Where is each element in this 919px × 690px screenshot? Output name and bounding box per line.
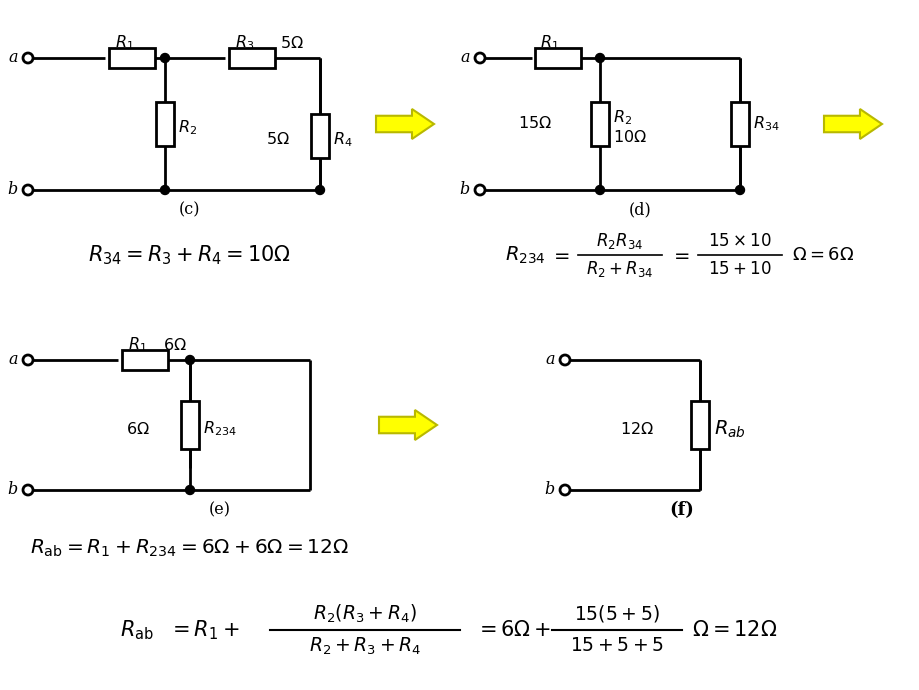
Text: $5\Omega$: $5\Omega$ xyxy=(266,132,289,148)
Text: $R_3$: $R_3$ xyxy=(235,34,255,52)
Text: b: b xyxy=(460,181,470,199)
FancyArrow shape xyxy=(376,109,434,139)
Circle shape xyxy=(160,186,169,195)
Text: $R_2\left(R_3 + R_4\right)$: $R_2\left(R_3 + R_4\right)$ xyxy=(312,603,416,625)
Text: $R_1$: $R_1$ xyxy=(539,34,559,52)
Text: $15\times10$: $15\times10$ xyxy=(708,233,771,250)
Text: $15(5+5)$: $15(5+5)$ xyxy=(573,604,659,624)
Text: $\Omega = 12\Omega$: $\Omega = 12\Omega$ xyxy=(691,620,777,640)
Text: $R_{ab}$: $R_{ab}$ xyxy=(713,418,745,440)
Text: a: a xyxy=(8,50,18,66)
Text: b: b xyxy=(544,482,554,498)
FancyArrow shape xyxy=(823,109,881,139)
Circle shape xyxy=(560,485,570,495)
Circle shape xyxy=(186,486,194,495)
Bar xyxy=(122,350,168,370)
Bar xyxy=(590,102,608,146)
Circle shape xyxy=(595,186,604,195)
Text: (e): (e) xyxy=(209,502,231,518)
Circle shape xyxy=(474,185,484,195)
Text: $= 6\Omega +$: $= 6\Omega +$ xyxy=(474,620,550,640)
Text: $R_{\rm ab}$: $R_{\rm ab}$ xyxy=(119,618,153,642)
Text: (c): (c) xyxy=(179,201,200,219)
Text: $=$: $=$ xyxy=(550,246,570,264)
Text: (f): (f) xyxy=(669,501,694,519)
Text: $R_1$: $R_1$ xyxy=(115,34,134,52)
Circle shape xyxy=(23,355,33,365)
Text: $= R_1 +$: $= R_1 +$ xyxy=(168,618,239,642)
Bar xyxy=(535,48,581,68)
Text: $R_2 + R_{34}$: $R_2 + R_{34}$ xyxy=(585,259,653,279)
Text: $15+10$: $15+10$ xyxy=(708,261,771,277)
Text: $10\Omega$: $10\Omega$ xyxy=(612,130,646,146)
Text: $R_2 R_{34}$: $R_2 R_{34}$ xyxy=(596,231,643,251)
Bar xyxy=(108,48,154,68)
Text: a: a xyxy=(460,50,470,66)
Circle shape xyxy=(186,355,194,364)
Text: $R_4$: $R_4$ xyxy=(333,130,352,149)
Circle shape xyxy=(734,186,743,195)
Text: a: a xyxy=(545,351,554,368)
Bar xyxy=(156,102,174,146)
Text: $15\Omega$: $15\Omega$ xyxy=(517,115,551,132)
FancyArrow shape xyxy=(379,410,437,440)
Circle shape xyxy=(474,53,484,63)
Bar xyxy=(181,401,199,449)
Bar xyxy=(690,401,709,449)
Circle shape xyxy=(23,53,33,63)
Text: $R_1$: $R_1$ xyxy=(129,335,147,355)
Bar xyxy=(229,48,275,68)
Bar xyxy=(731,102,748,146)
Text: b: b xyxy=(7,482,18,498)
Text: $15+5+5$: $15+5+5$ xyxy=(570,637,664,655)
Text: a: a xyxy=(8,351,18,368)
Circle shape xyxy=(23,185,33,195)
Circle shape xyxy=(560,355,570,365)
Text: $=$: $=$ xyxy=(669,246,689,264)
Text: $6\Omega$: $6\Omega$ xyxy=(126,420,150,437)
Text: (d): (d) xyxy=(628,201,651,219)
Text: b: b xyxy=(7,181,18,199)
Text: $R_2 + R_3 + R_4$: $R_2 + R_3 + R_4$ xyxy=(309,635,421,657)
Text: $R_2$: $R_2$ xyxy=(177,119,197,137)
Circle shape xyxy=(595,54,604,63)
Text: $R_{34} = R_3 + R_4 = 10\Omega$: $R_{34} = R_3 + R_4 = 10\Omega$ xyxy=(88,243,291,267)
Circle shape xyxy=(23,485,33,495)
Circle shape xyxy=(160,54,169,63)
Text: $R_{34}$: $R_{34}$ xyxy=(752,115,779,133)
Text: $6\Omega$: $6\Omega$ xyxy=(163,337,187,353)
Bar xyxy=(311,114,329,158)
Text: $\Omega = 6\Omega$: $\Omega = 6\Omega$ xyxy=(791,246,854,264)
Text: $R_{\rm ab} = R_1 + R_{234} = 6\Omega + 6\Omega = 12\Omega$: $R_{\rm ab} = R_1 + R_{234} = 6\Omega + … xyxy=(30,538,349,559)
Text: $R_2$: $R_2$ xyxy=(612,108,631,128)
Text: $R_{234}$: $R_{234}$ xyxy=(505,244,545,266)
Text: $R_{234}$: $R_{234}$ xyxy=(203,420,236,438)
Text: $12\Omega$: $12\Omega$ xyxy=(619,420,653,437)
Text: $5\Omega$: $5\Omega$ xyxy=(279,34,303,52)
Circle shape xyxy=(315,186,324,195)
